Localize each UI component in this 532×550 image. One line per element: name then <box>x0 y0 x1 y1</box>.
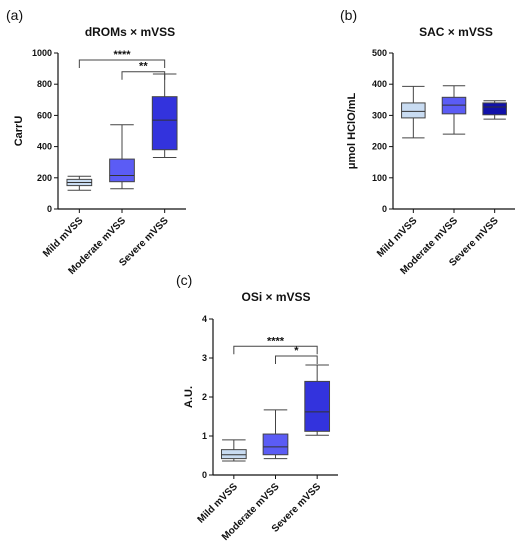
y-tick-label: 300 <box>372 110 387 120</box>
chart-title: OSi × mVSS <box>241 290 310 304</box>
chart-panel-1: (a) dROMs × mVSS CarrU 0 200 400 600 800 1000 Mil… <box>6 7 186 277</box>
box-3 <box>151 73 178 159</box>
y-tick-label: 3 <box>202 353 207 363</box>
y-tick-label: 200 <box>37 173 52 183</box>
x-tick-label: Mild mVSS <box>41 215 86 260</box>
box-body <box>262 433 289 456</box>
box-1 <box>66 175 93 191</box>
y-axis-label: A.U. <box>183 386 195 408</box>
y-tick-label: 4 <box>202 314 207 324</box>
box-1 <box>401 85 426 139</box>
chart-title: dROMs × mVSS <box>85 25 175 39</box>
x-tick-label: Mild mVSS <box>196 481 241 526</box>
bracket-line <box>275 355 318 365</box>
significance-bracket-1: **** <box>233 335 318 355</box>
bracket-line <box>78 59 166 69</box>
x-tick-label: Mild mVSS <box>375 215 420 260</box>
bracket-line <box>121 71 166 80</box>
y-tick-label: 400 <box>37 142 52 152</box>
chart-panel-2: (b) SAC × mVSS μmol HClO/mL 0 100 200 300 400 50… <box>340 7 515 277</box>
panel-label: (c) <box>176 272 192 288</box>
box-body <box>151 96 178 151</box>
box-2 <box>262 409 289 460</box>
y-tick-label: 0 <box>382 204 387 214</box>
box-body <box>109 158 135 183</box>
box-3 <box>482 100 507 120</box>
y-tick-label: 1000 <box>32 48 52 58</box>
box-1 <box>220 439 247 462</box>
significance-label: **** <box>267 335 285 347</box>
box-body <box>401 102 426 119</box>
significance-label: **** <box>113 49 131 61</box>
significance-label: ** <box>139 61 148 73</box>
y-tick-label: 500 <box>372 48 387 58</box>
y-tick-label: 400 <box>372 79 387 89</box>
chart-title: SAC × mVSS <box>419 25 493 39</box>
y-axis-label: CarrU <box>13 116 25 147</box>
y-tick-label: 0 <box>202 470 207 480</box>
y-tick-label: 200 <box>372 142 387 152</box>
box-body <box>482 102 507 116</box>
bracket-line <box>233 345 318 355</box>
y-tick-label: 0 <box>47 204 52 214</box>
significance-bracket-2: * <box>275 345 318 365</box>
box-body <box>304 380 331 432</box>
box-2 <box>441 85 467 135</box>
y-tick-label: 800 <box>37 79 52 89</box>
panel-label: (b) <box>340 7 357 23</box>
y-tick-label: 1 <box>202 431 207 441</box>
y-tick-label: 2 <box>202 392 207 402</box>
significance-bracket-1: **** <box>78 49 166 69</box>
box-3 <box>304 364 331 436</box>
y-axis-label: μmol HClO/mL <box>346 93 358 170</box>
significance-label: * <box>294 345 299 357</box>
y-tick-label: 100 <box>372 173 387 183</box>
panel-label: (a) <box>6 7 23 23</box>
box-2 <box>109 124 135 190</box>
box-body <box>220 449 247 460</box>
y-tick-label: 600 <box>37 110 52 120</box>
significance-bracket-2: ** <box>121 61 166 80</box>
